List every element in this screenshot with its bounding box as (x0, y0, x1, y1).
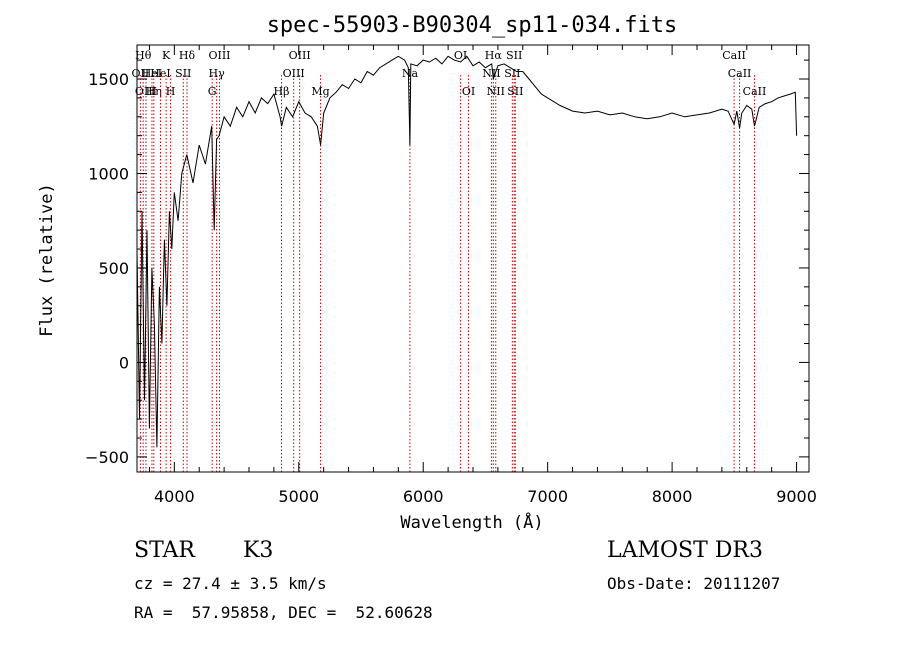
y-tick-label: 1500 (88, 70, 129, 89)
object-class: STAR (134, 538, 195, 563)
line-marker-label-28: CaII (743, 85, 767, 98)
x-axis: 4000 5000 6000 7000 8000 9000 (148, 45, 817, 506)
object-subclass: K3 (243, 538, 274, 563)
line-marker-label-15: OIII (289, 49, 311, 62)
line-marker-label-27: CaII (728, 67, 752, 80)
line-marker-label-13: Hβ (274, 85, 290, 98)
line-marker-label-24: SII (506, 49, 522, 62)
spectrum-line (136, 55, 798, 448)
line-marker-label-19: OI (462, 85, 475, 98)
line-marker-label-11: Hγ (209, 67, 226, 80)
line-marker-label-16: Mg (311, 85, 329, 98)
line-marker-label-18: OI (454, 49, 467, 62)
line-marker-label-14: OIII (283, 67, 305, 80)
line-marker-label-1: Hθ (135, 49, 152, 62)
line-marker-label-21: Hα (485, 49, 503, 62)
x-tick-label: 9000 (776, 487, 817, 506)
y-tick-label: −500 (85, 448, 129, 467)
survey-name: LAMOST DR3 (607, 538, 763, 563)
line-marker-label-6: K (162, 49, 171, 62)
line-marker-label-17: Na (402, 67, 419, 80)
y-tick-label: 1000 (88, 164, 129, 183)
observation-date: Obs-Date: 20111207 (607, 574, 781, 593)
line-marker-label-25: SII (507, 85, 523, 98)
line-marker-label-8: SII (175, 67, 191, 80)
x-tick-label: 6000 (403, 487, 444, 506)
y-axis: −500 0 500 1000 1500 (85, 59, 809, 467)
line-marker-label-26: CaII (722, 49, 746, 62)
line-marker-label-0: OII (132, 67, 150, 80)
x-axis-label: Wavelength (Å) (400, 511, 543, 533)
spectral-line-markers: OIIHθOIIIHeIHηHeIKHSIIHδGHγOIIIHβOIIIOII… (132, 49, 767, 472)
x-tick-label: 4000 (154, 487, 195, 506)
line-marker-label-10: G (208, 85, 217, 98)
x-tick-label: 5000 (278, 487, 319, 506)
redshift-value: cz = 27.4 ± 3.5 km/s (134, 574, 327, 593)
y-tick-label: 0 (119, 353, 129, 372)
line-marker-label-2: OIII (135, 85, 157, 98)
x-tick-label: 8000 (652, 487, 693, 506)
line-marker-label-23: SII (504, 67, 520, 80)
x-tick-label: 7000 (527, 487, 568, 506)
line-marker-label-5: HeI (150, 67, 170, 80)
chart-title: spec-55903-B90304_sp11-034.fits (267, 13, 678, 38)
y-tick-label: 500 (98, 259, 129, 278)
line-marker-label-3: HeI (142, 67, 162, 80)
line-marker-label-4: Hη (146, 85, 162, 98)
line-marker-label-9: Hδ (179, 49, 196, 62)
line-marker-label-12: OIII (208, 49, 230, 62)
coordinates: RA = 57.95858, DEC = 52.60628 (134, 603, 433, 622)
y-axis-label: Flux (relative) (37, 183, 57, 337)
line-marker-label-22: NII (487, 85, 505, 98)
line-marker-label-20: NII (482, 67, 500, 80)
line-marker-label-7: H (166, 85, 176, 98)
